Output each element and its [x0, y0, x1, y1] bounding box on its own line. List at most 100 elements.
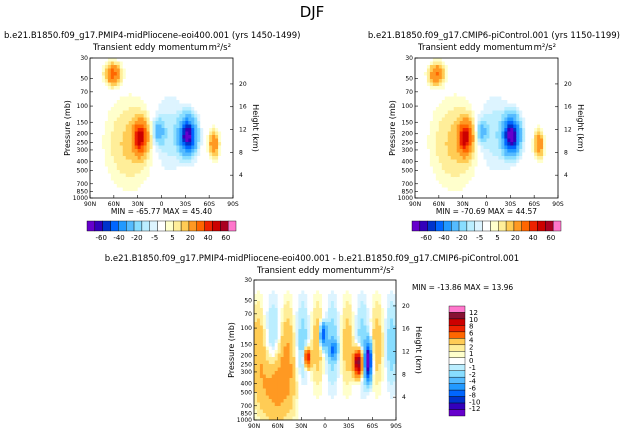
field-cell [182, 58, 186, 62]
field-cell [480, 61, 484, 66]
field-cell [224, 187, 228, 192]
field-cell [486, 145, 490, 150]
field-cell [125, 191, 130, 195]
field-cell [519, 114, 523, 118]
field-cell [289, 353, 293, 358]
field-cell [140, 58, 145, 62]
field-cell [292, 290, 296, 295]
field-cell [131, 65, 136, 69]
field-cell [489, 149, 493, 153]
field-cell [453, 135, 458, 139]
field-cell [137, 152, 142, 157]
field-cell [543, 194, 547, 199]
field-cell [486, 121, 490, 125]
field-cell [495, 82, 499, 87]
field-cell [447, 72, 452, 76]
field-cell [116, 163, 121, 167]
field-cell [164, 138, 168, 143]
field-cell [513, 65, 517, 69]
field-cell [415, 187, 419, 192]
field-cell [307, 311, 311, 316]
field-cell [104, 159, 109, 164]
field-cell [444, 72, 449, 76]
field-cell [513, 187, 517, 192]
field-cell [280, 416, 284, 421]
field-cell [224, 194, 228, 199]
field-cell [161, 89, 165, 94]
field-cell [128, 142, 133, 146]
field-cell [286, 399, 290, 403]
field-cell [486, 163, 490, 167]
field-cell [465, 191, 470, 195]
field-cell [522, 86, 526, 90]
field-cell [280, 304, 284, 309]
field-cell [176, 103, 180, 108]
field-cell [113, 107, 118, 111]
field-cell [438, 58, 443, 62]
field-cell [477, 177, 481, 181]
field-cell [507, 89, 511, 94]
field-cell [143, 152, 148, 157]
field-cell [182, 149, 186, 153]
field-cell [152, 145, 156, 150]
field-cell [429, 72, 434, 76]
field-cell [304, 409, 308, 414]
field-cell [522, 93, 526, 97]
field-cell [185, 58, 189, 62]
field-cell [304, 332, 308, 337]
field-cell [423, 152, 428, 157]
field-cell [215, 135, 219, 139]
field-cell [534, 65, 538, 69]
field-cell [313, 304, 317, 309]
field-cell [152, 128, 156, 132]
field-cell [209, 191, 213, 195]
field-cell [92, 110, 97, 115]
field-cell [200, 128, 204, 132]
field-cell [501, 75, 505, 80]
field-cell [480, 173, 484, 178]
field-cell [131, 117, 136, 122]
field-cell [492, 93, 496, 97]
field-cell [110, 65, 115, 69]
field-cell [143, 86, 148, 90]
field-cell [292, 304, 296, 309]
field-cell [188, 75, 192, 80]
field-cell [265, 283, 270, 288]
field-cell [158, 107, 162, 111]
field-cell [92, 96, 97, 101]
field-cell [179, 142, 183, 146]
field-cell [510, 159, 514, 164]
field-cell [522, 68, 526, 73]
field-cell [131, 61, 136, 66]
field-cell [259, 322, 264, 326]
field-cell [256, 360, 261, 365]
field-cell [429, 177, 434, 181]
field-cell [113, 86, 118, 90]
field-cell [265, 290, 270, 295]
field-cell [435, 128, 440, 132]
field-cell [176, 96, 180, 101]
field-cell [319, 378, 323, 382]
field-cell [179, 96, 183, 101]
field-cell [170, 187, 174, 192]
field-cell [90, 177, 94, 181]
field-cell [540, 152, 544, 157]
field-cell [298, 360, 302, 365]
field-cell [119, 100, 124, 104]
field-cell [501, 149, 505, 153]
field-cell [122, 100, 127, 104]
field-cell [155, 149, 159, 153]
field-cell [501, 166, 505, 171]
field-cell [489, 194, 493, 199]
field-cell [155, 121, 159, 125]
field-cell [212, 72, 216, 76]
field-cell [415, 93, 419, 97]
field-cell [295, 343, 299, 347]
field-cell [265, 381, 270, 386]
field-cell [170, 82, 174, 87]
field-cell [295, 371, 299, 375]
field-cell [188, 103, 192, 108]
field-cell [495, 96, 499, 101]
field-cell [134, 68, 139, 73]
field-cell [468, 149, 473, 153]
